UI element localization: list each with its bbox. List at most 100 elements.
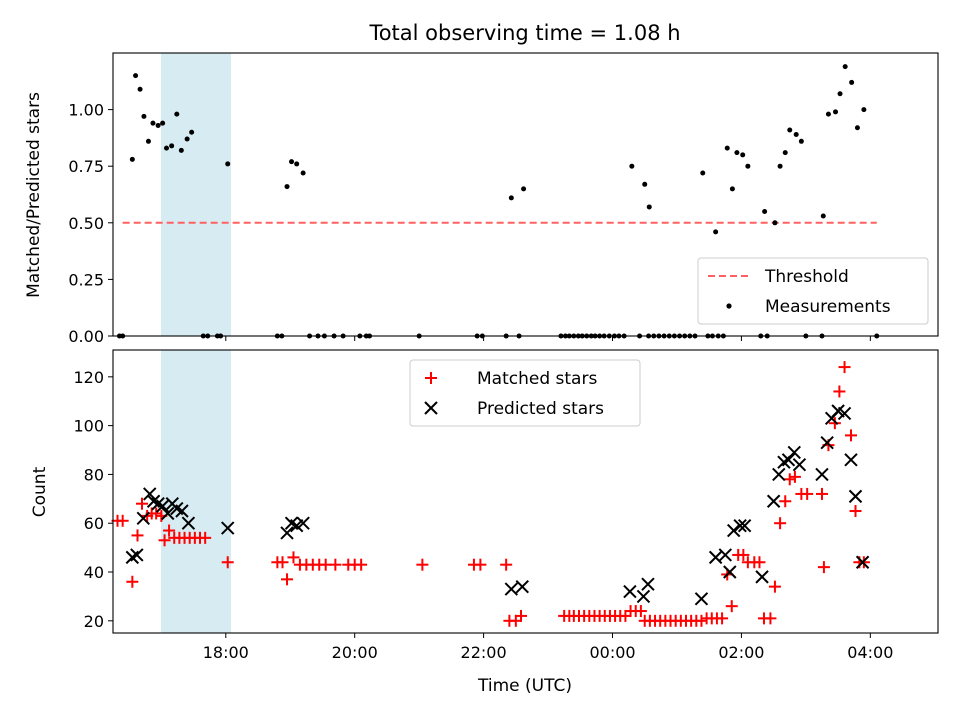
measurement-point bbox=[508, 195, 514, 201]
predicted-star-point bbox=[792, 457, 807, 472]
matched-star-point bbox=[788, 470, 801, 483]
top-legend-box bbox=[697, 257, 929, 325]
matched-star-point bbox=[828, 417, 841, 430]
predicted-star-point bbox=[175, 504, 189, 518]
bottom-plot-marks bbox=[111, 361, 870, 627]
threshold-legend-label: Threshold bbox=[764, 267, 849, 287]
predicted-star-point bbox=[623, 584, 637, 599]
predicted-star-stroke-b bbox=[837, 406, 852, 421]
predicted-star-stroke-b bbox=[694, 592, 709, 606]
measurement-point bbox=[129, 156, 135, 162]
top-y-tick-label: 1.00 bbox=[68, 101, 104, 120]
bottom-x-tick-label: 02:00 bbox=[718, 643, 764, 662]
predicted-star-stroke-b bbox=[723, 565, 737, 579]
predicted-star-point bbox=[130, 548, 144, 562]
predicted-star-stroke-b bbox=[130, 548, 144, 562]
measurement-point bbox=[174, 111, 180, 117]
measurement-point bbox=[141, 113, 147, 119]
predicted-star-stroke-b bbox=[136, 511, 151, 526]
matched-star-point bbox=[329, 558, 342, 571]
matched-star-point bbox=[150, 507, 163, 520]
predicted-star-stroke-b bbox=[151, 496, 165, 511]
predicted-star-stroke-b bbox=[146, 494, 161, 508]
predicted-star-stroke-b bbox=[844, 453, 858, 467]
measurement-point bbox=[300, 170, 306, 176]
measurement-point bbox=[133, 73, 139, 79]
matched-star-point bbox=[126, 575, 139, 588]
matched-star-point bbox=[801, 487, 814, 500]
predicted-star-point bbox=[772, 467, 786, 482]
matched-star-point bbox=[725, 600, 738, 613]
predicted-star-stroke-b bbox=[515, 579, 529, 594]
matched-star-point bbox=[716, 612, 729, 625]
bottom-x-tick-label: 00:00 bbox=[589, 643, 635, 662]
measurement-point bbox=[782, 150, 788, 156]
measurement-point bbox=[155, 122, 161, 128]
predicted-star-point bbox=[694, 592, 709, 606]
matched-star-point bbox=[355, 558, 368, 571]
measurement-point bbox=[184, 136, 190, 142]
bottom-ticks: 20 40 60 80 100 120 18:00 20:00 22:00 00:00 02:00 0… bbox=[73, 368, 893, 662]
measurement-point bbox=[724, 145, 730, 151]
measurements-legend-label: Measurements bbox=[765, 297, 891, 317]
predicted-star-point bbox=[641, 577, 655, 591]
matched-star-point bbox=[474, 558, 487, 571]
predicted-star-stroke-b bbox=[221, 521, 235, 535]
top-axes-frame bbox=[112, 52, 939, 337]
measurement-point bbox=[642, 181, 648, 187]
measurement-point bbox=[798, 138, 804, 144]
predicted-star-stroke-b bbox=[755, 570, 769, 584]
matched-star-point bbox=[199, 531, 212, 544]
measurement-point bbox=[729, 186, 735, 192]
top-panel: 0.00 0.25 0.50 0.75 1.00 Total observing tim… bbox=[24, 21, 939, 346]
matched-star-point bbox=[817, 561, 830, 574]
measurement-point bbox=[734, 150, 740, 156]
measurement-point bbox=[189, 129, 195, 135]
predicted-star-point bbox=[723, 565, 737, 579]
predicted-star-point bbox=[280, 526, 294, 540]
predicted-legend-label: Predicted stars bbox=[477, 399, 604, 419]
matched-star-point bbox=[281, 573, 294, 586]
measurement-point bbox=[842, 64, 848, 70]
top-legend: Threshold Measurements bbox=[697, 257, 929, 325]
measurement-point bbox=[713, 229, 719, 235]
predicted-star-stroke-b bbox=[280, 526, 294, 540]
measurement-point bbox=[225, 161, 231, 167]
predicted-star-point bbox=[837, 406, 852, 421]
predicted-star-point bbox=[781, 453, 796, 467]
measurement-point bbox=[700, 170, 706, 176]
predicted-star-stroke-b bbox=[726, 523, 741, 538]
predicted-star-stroke-b bbox=[848, 489, 863, 504]
predicted-star-point bbox=[733, 518, 747, 533]
measurement-point bbox=[772, 220, 778, 226]
matched-star-point bbox=[833, 385, 846, 398]
measurements-legend-swatch bbox=[726, 303, 732, 309]
bottom-legend: Matched stars Predicted stars bbox=[409, 359, 641, 427]
measurement-point bbox=[284, 184, 290, 190]
top-ticks: 0.00 0.25 0.50 0.75 1.00 bbox=[68, 101, 871, 346]
predicted-star-point bbox=[815, 467, 829, 482]
top-y-tick-label: 0.50 bbox=[68, 214, 104, 233]
predicted-star-point bbox=[844, 453, 858, 467]
predicted-star-point bbox=[636, 589, 651, 604]
bottom-shaded-span bbox=[161, 350, 231, 633]
matched-star-point bbox=[783, 473, 796, 486]
measurement-point bbox=[160, 120, 166, 126]
top-plot-marks bbox=[116, 64, 880, 339]
matched-star-point bbox=[287, 551, 300, 564]
matched-star-point bbox=[136, 497, 149, 510]
bottom-axes-frame bbox=[112, 349, 939, 634]
matched-star-point bbox=[764, 612, 777, 625]
matched-star-point bbox=[753, 556, 766, 569]
measurement-point bbox=[820, 213, 826, 219]
matched-legend-swatch bbox=[425, 372, 437, 384]
matched-star-point bbox=[500, 558, 513, 571]
predicted-star-point bbox=[161, 506, 175, 521]
predicted-star-stroke-b bbox=[143, 487, 157, 501]
predicted-star-point bbox=[181, 516, 196, 530]
predicted-star-point bbox=[755, 570, 769, 584]
bottom-x-tick-label: 04:00 bbox=[847, 643, 893, 662]
predicted-star-stroke-b bbox=[733, 518, 747, 533]
matched-star-point bbox=[737, 548, 750, 561]
